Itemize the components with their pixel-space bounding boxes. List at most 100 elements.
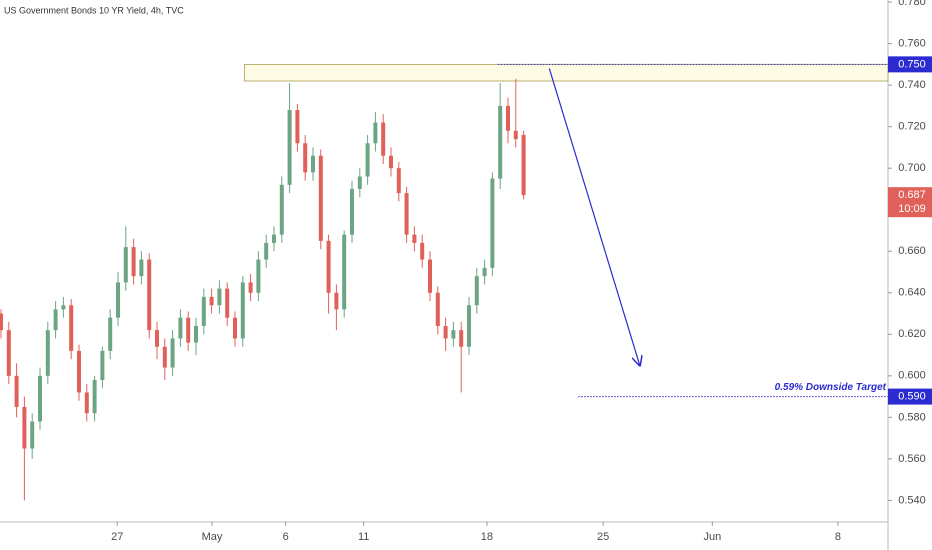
candle-body xyxy=(474,276,479,306)
candle-body xyxy=(115,282,120,318)
candle-body xyxy=(30,421,35,449)
candle-body xyxy=(193,325,198,343)
candle-body xyxy=(108,317,113,351)
y-tick-label: 0.640 xyxy=(898,287,926,299)
candle-body xyxy=(69,305,74,351)
candle-body xyxy=(357,176,362,189)
candle-body xyxy=(498,105,503,179)
candle-body xyxy=(310,155,315,173)
candle-body xyxy=(131,247,136,277)
candle-body xyxy=(22,406,27,449)
candle-body xyxy=(240,282,245,339)
x-tick-label: Jun xyxy=(703,531,721,543)
candle-body xyxy=(201,296,206,326)
candle-body xyxy=(381,122,386,156)
candle-body xyxy=(279,184,284,235)
candle-body xyxy=(427,259,432,293)
candle-body xyxy=(139,259,144,277)
candle-body xyxy=(76,350,81,393)
projection-arrow xyxy=(548,68,639,366)
y-tick-label: 0.720 xyxy=(898,121,926,133)
candle-body xyxy=(388,155,393,169)
candle-body xyxy=(264,242,269,260)
candle-body xyxy=(521,134,526,196)
candle-body xyxy=(100,350,105,380)
candle-body xyxy=(459,330,464,347)
candle-body xyxy=(217,288,222,306)
x-tick-label: 6 xyxy=(283,531,289,543)
candle-body xyxy=(53,309,58,331)
x-tick-label: 8 xyxy=(835,531,841,543)
candle-body xyxy=(256,259,261,293)
candle-body xyxy=(92,379,97,414)
resistance-tag xyxy=(888,56,932,73)
y-tick-label: 0.600 xyxy=(898,370,926,382)
candle-body xyxy=(84,392,89,414)
y-tick-label: 0.780 xyxy=(898,0,926,8)
x-tick-label: 27 xyxy=(111,531,123,543)
candle-body xyxy=(334,292,339,310)
y-tick-label: 0.700 xyxy=(898,162,926,174)
candle-body xyxy=(170,338,175,368)
candle-body xyxy=(162,346,167,368)
candle-body xyxy=(396,168,401,194)
candle-body xyxy=(365,143,370,177)
candle-body xyxy=(318,155,323,241)
candle-body xyxy=(295,110,300,144)
target-tag-label: 0.590 xyxy=(898,390,926,402)
candle-body xyxy=(451,330,456,339)
candle-body xyxy=(326,240,331,293)
candle-body xyxy=(232,317,237,339)
y-tick-label: 0.740 xyxy=(898,79,926,91)
candle-body xyxy=(123,247,128,283)
candle-body xyxy=(303,143,308,173)
y-tick-label: 0.540 xyxy=(898,494,926,506)
target-tag xyxy=(888,388,932,405)
y-tick-label: 0.620 xyxy=(898,328,926,340)
candle-body xyxy=(287,110,292,185)
candle-body xyxy=(225,288,230,318)
candle-body xyxy=(0,313,3,331)
resistance-zone xyxy=(243,63,889,82)
x-tick-label: May xyxy=(202,531,223,543)
candle-body xyxy=(45,330,50,376)
candle-body xyxy=(37,375,42,422)
candle-body xyxy=(466,305,471,347)
candle-body xyxy=(420,242,425,260)
candle-body xyxy=(482,267,487,277)
candle-body xyxy=(209,296,214,306)
last-price-tag xyxy=(888,187,932,218)
candle-body xyxy=(412,234,417,243)
resistance-tag-label: 0.750 xyxy=(898,58,926,70)
candle-body xyxy=(443,325,448,339)
x-tick-label: 18 xyxy=(481,531,493,543)
x-tick-label: 11 xyxy=(358,531,369,543)
candle-body xyxy=(186,317,191,343)
candle-body xyxy=(178,317,183,339)
candle-body xyxy=(154,330,159,347)
chart-title: US Government Bonds 10 YR Yield, 4h, TVC xyxy=(4,5,184,15)
y-tick-label: 0.580 xyxy=(898,411,926,423)
candle-body xyxy=(349,188,354,235)
last-price-label: 0.687 xyxy=(898,189,926,201)
candle-body xyxy=(271,234,276,243)
candle-body xyxy=(435,292,440,326)
candle-body xyxy=(404,193,409,235)
candle-body xyxy=(490,178,495,268)
candle-body xyxy=(513,130,518,140)
candle-body xyxy=(373,122,378,144)
candle-body xyxy=(6,330,11,376)
y-tick-label: 0.560 xyxy=(898,453,926,465)
target-text: 0.59% Downside Target xyxy=(775,382,887,393)
candle-body xyxy=(342,234,347,310)
candle-body xyxy=(248,282,253,293)
candle-body xyxy=(14,375,19,407)
x-tick-label: 25 xyxy=(597,531,609,543)
candle-body xyxy=(505,105,510,131)
y-tick-label: 0.760 xyxy=(898,38,926,50)
candle-body xyxy=(147,259,152,331)
y-tick-label: 0.660 xyxy=(898,245,926,257)
countdown-label: 10:09 xyxy=(898,203,926,215)
candle-body xyxy=(61,305,66,310)
